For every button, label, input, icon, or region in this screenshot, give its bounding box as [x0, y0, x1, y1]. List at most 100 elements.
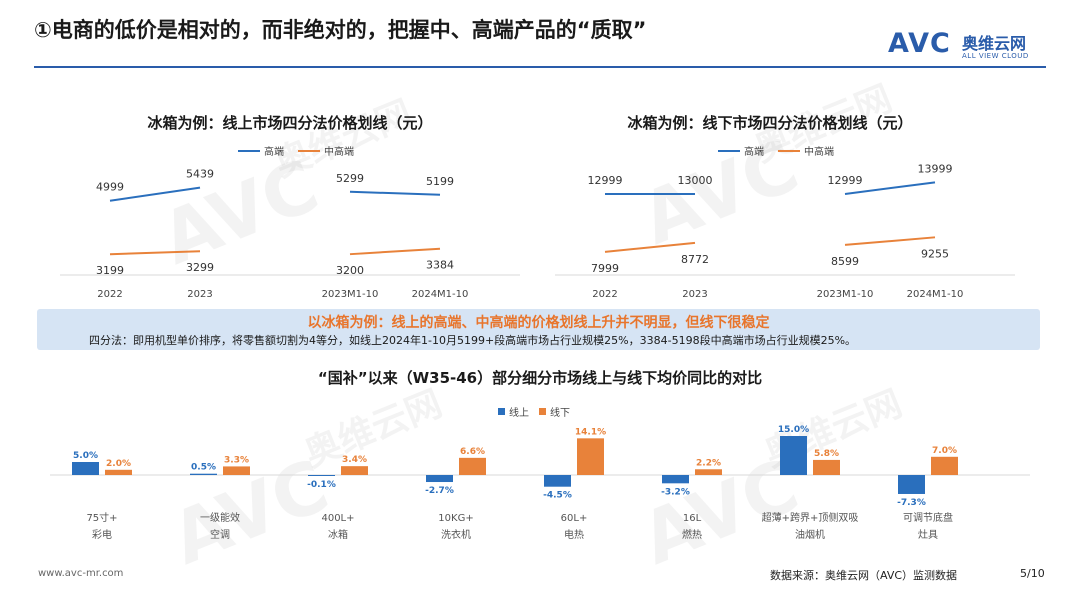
- category-name-label: 燃热: [682, 528, 702, 541]
- x-tick-label: 2023: [187, 289, 212, 300]
- bar-value-label: 0.5%: [191, 463, 216, 473]
- callout-headline: 以冰箱为例：线上的高端、中高端的价格划线上升并不明显，但线下很稳定: [307, 315, 770, 331]
- legend-label-mid: 中高端: [804, 147, 834, 158]
- x-tick-label: 2024M1-10: [907, 289, 964, 300]
- legend-swatch-mid: [298, 149, 320, 152]
- bar-value-label: 5.0%: [73, 451, 98, 461]
- bar-value-label: 6.6%: [460, 447, 485, 457]
- series-line-high: [349, 190, 441, 196]
- legend-label-offline: 线下: [550, 408, 570, 419]
- x-tick-label: 2023: [682, 289, 707, 300]
- series-line-high: [844, 181, 936, 195]
- bar-value-label: 5.8%: [814, 449, 839, 459]
- bar-online: [426, 475, 453, 483]
- data-label: 7999: [591, 262, 619, 275]
- series-line-mid: [109, 250, 201, 256]
- bar-chart-legend: 线上 线下: [498, 404, 570, 419]
- logo-cn-text: 奥维云网: [962, 34, 1027, 53]
- data-label: 3384: [426, 259, 454, 272]
- page-title: ①电商的低价是相对的，而非绝对的，把握中、高端产品的“质取”: [34, 18, 647, 42]
- legend-swatch-high: [718, 149, 740, 152]
- offline-price-line-chart: 2022 2023 12999 13000 7999 8772 2023M1-10 2024M…: [555, 162, 1015, 300]
- data-label: 5199: [426, 175, 454, 188]
- bar-online: [898, 475, 925, 494]
- data-label: 4999: [96, 181, 124, 194]
- logo-mark: AVC: [888, 28, 951, 59]
- header-divider: [34, 66, 1046, 68]
- online-chart-title: 冰箱为例：线上市场四分法价格划线（元）: [147, 114, 433, 132]
- data-label: 12999: [588, 174, 623, 187]
- category-name-label: 空调: [210, 528, 230, 541]
- offline-chart-title: 冰箱为例：线下市场四分法价格划线（元）: [627, 114, 913, 132]
- bar-offline: [695, 469, 722, 475]
- data-label: 3199: [96, 264, 124, 277]
- x-tick-label: 2023M1-10: [817, 289, 874, 300]
- bar-value-label: 14.1%: [575, 427, 606, 437]
- data-label: 12999: [828, 174, 863, 187]
- logo-en-text: ALL VIEW CLOUD: [962, 52, 1029, 60]
- data-label: 9255: [921, 247, 949, 260]
- bar-online: [662, 475, 689, 484]
- bar-value-label: -7.3%: [897, 498, 926, 508]
- category-spec-label: 16L: [683, 513, 702, 524]
- bar-value-label: 7.0%: [932, 446, 957, 456]
- bar-online: [780, 436, 807, 475]
- online-price-line-chart: 2022 2023 4999 5439 3199 3299 2023M1-10 2024M1-…: [60, 168, 520, 300]
- series-line-high: [109, 186, 201, 202]
- data-label: 5299: [336, 172, 364, 185]
- footer-website: www.avc-mr.com: [38, 568, 124, 579]
- category-spec-label: 可调节底盘: [903, 511, 953, 524]
- bar-value-label: -4.5%: [543, 491, 572, 501]
- category-spec-label: 一级能效: [200, 511, 240, 524]
- bar-offline: [105, 469, 132, 475]
- category-spec-label: 75寸+: [86, 511, 117, 524]
- legend-label-high: 高端: [264, 147, 284, 158]
- category-name-label: 电热: [564, 528, 584, 541]
- series-line-mid: [604, 241, 696, 253]
- bar-online: [308, 475, 335, 476]
- page-number: 5/10: [1020, 567, 1045, 580]
- bar-offline: [459, 457, 486, 475]
- legend-swatch-offline: [539, 408, 546, 415]
- data-label: 13999: [918, 162, 953, 175]
- x-tick-label: 2022: [592, 289, 617, 300]
- footer-data-source: 数据来源：奥维云网（AVC）监测数据: [770, 569, 958, 582]
- bar-value-label: -2.7%: [425, 486, 454, 496]
- category-spec-label: 10KG+: [438, 513, 473, 524]
- category-name-label: 冰箱: [328, 528, 348, 541]
- data-label: 8599: [831, 255, 859, 268]
- bar-value-label: 3.4%: [342, 455, 367, 465]
- callout-box: 以冰箱为例：线上的高端、中高端的价格划线上升并不明显，但线下很稳定 四分法：即用…: [37, 309, 1040, 350]
- data-label: 13000: [678, 174, 713, 187]
- data-label: 3200: [336, 264, 364, 277]
- category-spec-label: 60L+: [561, 513, 588, 524]
- data-label: 3299: [186, 261, 214, 274]
- bar-value-label: -0.1%: [307, 480, 336, 490]
- data-label: 5439: [186, 168, 214, 181]
- series-line-mid: [844, 236, 936, 246]
- bar-value-label: 2.2%: [696, 458, 721, 468]
- bar-value-label: 15.0%: [778, 425, 809, 435]
- x-tick-label: 2024M1-10: [412, 289, 469, 300]
- series-line-mid: [349, 247, 441, 256]
- legend-swatch-mid: [778, 149, 800, 152]
- category-spec-label: 超薄+跨界+顶侧双吸: [762, 511, 859, 524]
- x-tick-label: 2022: [97, 289, 122, 300]
- category-spec-label: 400L+: [321, 513, 354, 524]
- bar-chart-title: “国补”以来（W35-46）部分细分市场线上与线下均价同比的对比: [317, 369, 763, 387]
- bar-offline: [931, 456, 958, 475]
- bar-offline: [577, 438, 604, 475]
- bar-value-label: -3.2%: [661, 487, 690, 497]
- offline-chart-legend: 高端 中高端: [718, 143, 834, 158]
- bar-value-label: 2.0%: [106, 459, 131, 469]
- legend-label-online: 线上: [509, 408, 529, 419]
- bar-offline: [813, 459, 840, 475]
- legend-swatch-high: [238, 149, 260, 152]
- bar-offline: [341, 466, 368, 475]
- callout-note: 四分法：即用机型单价排序，将零售额切割为4等分，如线上2024年1-10月519…: [89, 334, 857, 347]
- legend-label-high: 高端: [744, 147, 764, 158]
- data-label: 8772: [681, 253, 709, 266]
- avc-logo: AVC 奥维云网 ALL VIEW CLOUD: [888, 28, 1058, 68]
- legend-label-mid: 中高端: [324, 147, 354, 158]
